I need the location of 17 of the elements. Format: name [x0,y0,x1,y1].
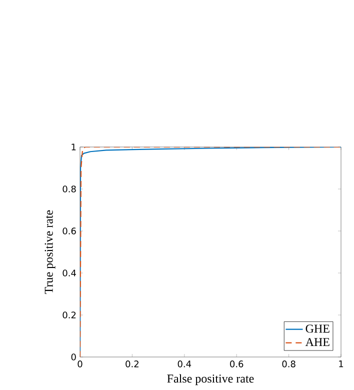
y-tick-label: 0.2 [62,312,76,318]
y-tick-label: 1 [72,144,76,150]
line-series [80,146,341,357]
y-tick-label: 0.6 [62,228,76,234]
x-tick-label: 0 [78,360,82,368]
y-tick-label: 0 [71,354,76,360]
x-tick-label: 0.8 [282,360,296,368]
x-tick-label: 0.4 [178,360,192,368]
x-tick-label: 0.6 [230,360,244,368]
legend-label: GHE [306,324,330,333]
x-axis-title: False positive rate [167,374,254,386]
y-axis-title: True positive rate [44,210,56,294]
y-tick-label: 0.8 [62,186,76,192]
legend-label: AHE [305,338,330,346]
y-tick-label: 0.4 [62,270,76,276]
x-tick-label: 1 [339,360,344,368]
x-tick-label: 0.2 [126,360,138,368]
